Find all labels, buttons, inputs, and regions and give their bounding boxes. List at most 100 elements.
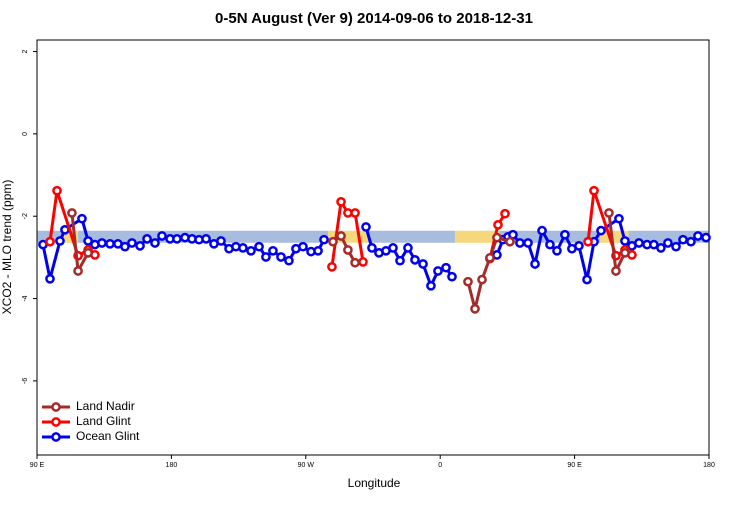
data-point	[574, 241, 584, 251]
data-point	[523, 238, 533, 248]
data-point	[604, 208, 614, 218]
data-point	[583, 236, 593, 247]
data-point	[157, 231, 167, 241]
data-point	[693, 231, 703, 241]
data-point	[582, 274, 592, 285]
data-point	[172, 234, 182, 244]
data-point	[395, 255, 405, 266]
plot-frame	[36, 39, 710, 456]
data-point	[686, 236, 696, 247]
data-point	[505, 236, 515, 247]
data-point	[55, 236, 65, 246]
data-point	[150, 238, 160, 248]
data-point	[410, 255, 420, 265]
data-point	[367, 243, 377, 253]
x-tick-label: 0	[438, 462, 442, 469]
data-point	[361, 222, 371, 232]
data-point	[611, 266, 621, 276]
data-point	[477, 274, 487, 285]
data-point	[358, 257, 368, 267]
data-point	[545, 239, 555, 250]
data-point	[656, 243, 666, 253]
data-point	[135, 241, 145, 251]
data-point	[261, 252, 271, 262]
data-point	[485, 252, 495, 263]
data-point	[470, 303, 480, 314]
y-axis-label: XCO2 - MLO trend (ppm)	[0, 180, 14, 315]
y-tick-label: 0	[22, 132, 29, 136]
data-point	[45, 273, 55, 284]
x-tick-label: 180	[703, 462, 715, 469]
data-point	[634, 238, 644, 248]
data-point	[83, 236, 93, 246]
data-point	[403, 243, 413, 253]
data-point	[246, 245, 256, 256]
data-point	[433, 266, 443, 276]
data-point	[120, 241, 130, 252]
data-point	[77, 213, 87, 224]
data-point	[319, 234, 329, 245]
data-point	[560, 229, 570, 240]
data-point	[492, 232, 502, 243]
x-tick-label: 180	[166, 462, 178, 469]
series-line	[332, 233, 357, 264]
data-point	[537, 225, 547, 236]
data-point	[216, 236, 226, 246]
legend-label: Ocean Glint	[76, 429, 140, 443]
data-point	[276, 252, 286, 262]
legend-label: Land Glint	[76, 414, 131, 428]
x-tick-label: 90 W	[298, 462, 315, 469]
legend-label: Land Nadir	[76, 399, 135, 413]
x-tick-label: 90 E	[567, 462, 582, 469]
data-point	[388, 243, 398, 253]
legend-marker	[51, 402, 61, 412]
data-point	[596, 225, 606, 236]
data-point	[52, 185, 62, 196]
data-point	[328, 236, 338, 247]
data-point	[268, 245, 278, 256]
data-point	[336, 196, 346, 207]
data-point	[441, 262, 451, 273]
data-point	[142, 234, 152, 244]
y-tick-label: -2	[22, 213, 29, 219]
data-point	[67, 208, 77, 218]
data-point	[284, 255, 294, 266]
data-point	[350, 208, 360, 218]
data-point	[238, 243, 248, 253]
data-point	[343, 245, 353, 255]
data-point	[701, 232, 711, 243]
data-point	[426, 280, 436, 291]
y-tick-label: 2	[22, 49, 29, 53]
chart-title: 0-5N August (Ver 9) 2014-09-06 to 2018-1…	[215, 10, 533, 27]
legend-marker	[51, 432, 61, 442]
data-point	[298, 241, 308, 252]
x-axis-label: Longitude	[348, 476, 401, 490]
data-point	[97, 238, 107, 248]
data-point	[313, 245, 323, 256]
data-point	[663, 238, 673, 248]
legend-marker	[51, 417, 61, 427]
data-point	[671, 241, 681, 252]
data-point	[500, 208, 510, 219]
data-point	[350, 257, 360, 268]
data-point	[552, 245, 562, 256]
data-point	[493, 220, 503, 230]
data-point	[418, 259, 428, 269]
data-point	[73, 266, 83, 276]
data-point	[201, 234, 211, 244]
data-point	[127, 238, 137, 248]
data-point	[327, 262, 337, 272]
x-tick-label: 90 E	[30, 462, 45, 469]
data-point	[620, 248, 630, 258]
data-point	[515, 238, 525, 248]
data-point	[530, 259, 540, 269]
data-point	[589, 185, 599, 196]
y-tick-label: -6	[22, 378, 29, 384]
data-point	[447, 271, 457, 282]
data-point	[254, 241, 264, 252]
data-point	[678, 234, 688, 245]
data-point	[463, 276, 473, 287]
data-point	[105, 238, 115, 249]
series-line	[466, 235, 511, 310]
